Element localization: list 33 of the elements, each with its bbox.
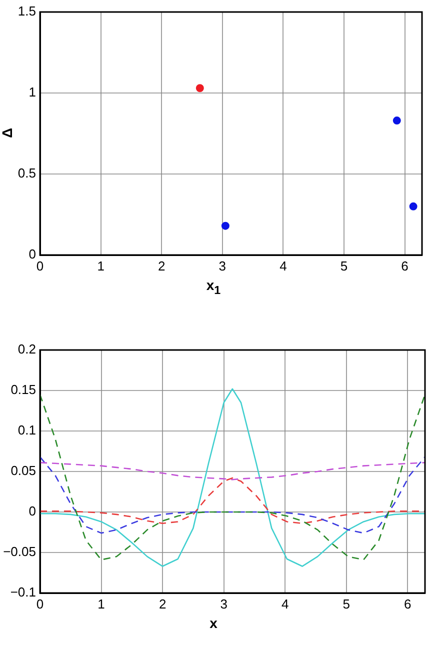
- x-tick-label: 4: [281, 596, 289, 612]
- x-axis-title: x: [208, 615, 218, 631]
- line-series: [40, 456, 425, 534]
- line-series: [40, 462, 425, 480]
- line-series: [40, 477, 425, 524]
- point: [221, 222, 230, 230]
- x-axis-title: x$_{1}$: [205, 277, 222, 297]
- point: [196, 84, 204, 92]
- x-tick-label: 1: [98, 596, 105, 612]
- x-tick-label: 5: [342, 596, 350, 612]
- y-tick-label: 1.5: [18, 4, 36, 19]
- x-tick-label: 3: [218, 258, 226, 274]
- y-tick-label: 0.5: [18, 166, 36, 181]
- x-tick-label: 2: [158, 258, 166, 274]
- y-tick-label: 0.05: [10, 463, 36, 478]
- y-tick-label: −0.1: [10, 584, 36, 600]
- point: [392, 116, 401, 125]
- y-tick-label: 0.1: [18, 422, 36, 438]
- y-tick-label: 0.2: [18, 342, 36, 357]
- x-tick-label: 3: [220, 596, 228, 612]
- x-tick-label: 6: [401, 258, 408, 274]
- x-tick-label: 1: [97, 258, 104, 274]
- y-tick-label: 1: [28, 84, 36, 100]
- y-tick-label: 0: [28, 504, 36, 519]
- point: [409, 202, 418, 210]
- y-tick-label: −0.05: [3, 544, 36, 560]
- x-tick-label: 5: [340, 258, 348, 274]
- y-tick-label: 0: [28, 246, 36, 262]
- y-axis-title: Δ: [0, 127, 16, 138]
- x-tick-label: 4: [280, 258, 287, 274]
- x-tick-label: 2: [158, 596, 166, 612]
- y-tick-label: 0.15: [10, 382, 36, 398]
- x-tick-label: 6: [404, 596, 412, 612]
